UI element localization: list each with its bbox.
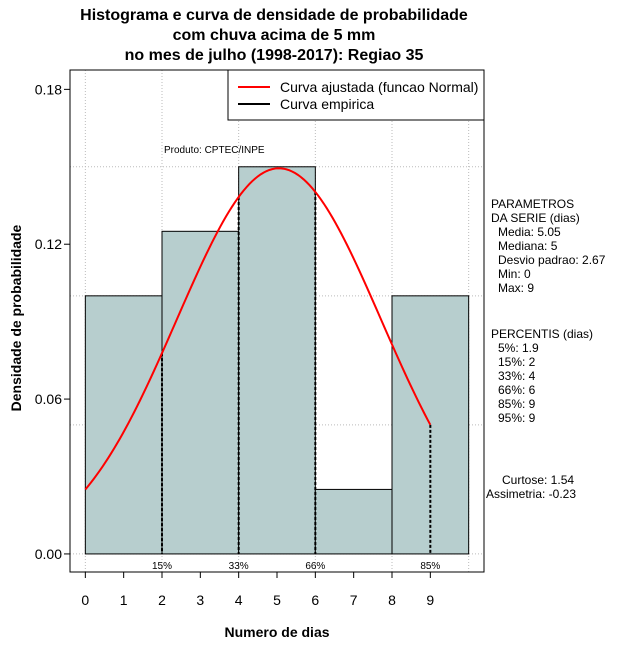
percentil-5: 5%: 1.9	[498, 341, 539, 355]
chart-title-line-1: Histograma e curva de densidade de proba…	[80, 7, 468, 24]
x-tick-label: 1	[120, 592, 128, 608]
x-tick-label: 6	[311, 592, 319, 608]
chart-title-line-3: no mes de julho (1998-2017): Regiao 35	[124, 47, 424, 64]
percentil-85: 85%: 9	[498, 397, 536, 411]
param-desvio: Desvio padrao: 2.67	[498, 253, 606, 267]
param-mediana: Mediana: 5	[498, 239, 558, 253]
x-tick-label: 8	[388, 592, 396, 608]
chart-title-line-2: com chuva acima de 5 mm	[172, 27, 376, 44]
param-min: Min: 0	[498, 267, 531, 281]
x-tick-label: 4	[235, 592, 243, 608]
y-tick-label: 0.06	[35, 391, 62, 407]
percentile-label: 66%	[305, 561, 325, 572]
param-media: Media: 5.05	[498, 225, 561, 239]
y-axis-label: Densidade de probabilidade	[8, 224, 24, 412]
legend-fitted-label: Curva ajustada (funcao Normal)	[280, 79, 478, 95]
percentil-95: 95%: 9	[498, 411, 536, 425]
y-tick-label: 0.18	[35, 81, 62, 97]
params-title-2: DA SERIE (dias)	[491, 211, 580, 225]
percentile-label: 33%	[229, 561, 249, 572]
histogram-bar	[161, 230, 240, 555]
x-tick-label: 2	[158, 592, 166, 608]
y-tick-label: 0.00	[35, 546, 62, 562]
x-tick-label: 7	[350, 592, 358, 608]
histogram-bar	[314, 488, 393, 555]
percentil-15: 15%: 2	[498, 355, 536, 369]
credit-text: Produto: CPTEC/INPE	[164, 145, 265, 156]
percentile-label: 15%	[152, 561, 172, 572]
percentil-33: 33%: 4	[498, 369, 536, 383]
legend-empirical-label: Curva empirica	[280, 96, 374, 112]
params-title-1: PARAMETROS	[491, 197, 575, 211]
curtose-value: Curtose: 1.54	[502, 473, 575, 487]
fitted-normal-curve	[84, 167, 432, 491]
x-tick-label: 3	[196, 592, 204, 608]
histogram-bar	[238, 166, 316, 555]
y-tick-label: 0.12	[35, 236, 62, 252]
x-tick-label: 9	[426, 592, 434, 608]
legend-box	[227, 69, 485, 121]
histogram-bar	[84, 295, 163, 555]
percentil-66: 66%: 6	[498, 383, 536, 397]
assimetria-value: Assimetria: -0.23	[486, 487, 577, 501]
x-tick-label: 0	[81, 592, 89, 608]
x-axis-label: Numero de dias	[224, 624, 330, 640]
param-max: Max: 9	[498, 281, 535, 295]
x-tick-label: 5	[273, 592, 281, 608]
percentis-title: PERCENTIS (dias)	[491, 327, 594, 341]
percentile-label: 85%	[420, 561, 440, 572]
